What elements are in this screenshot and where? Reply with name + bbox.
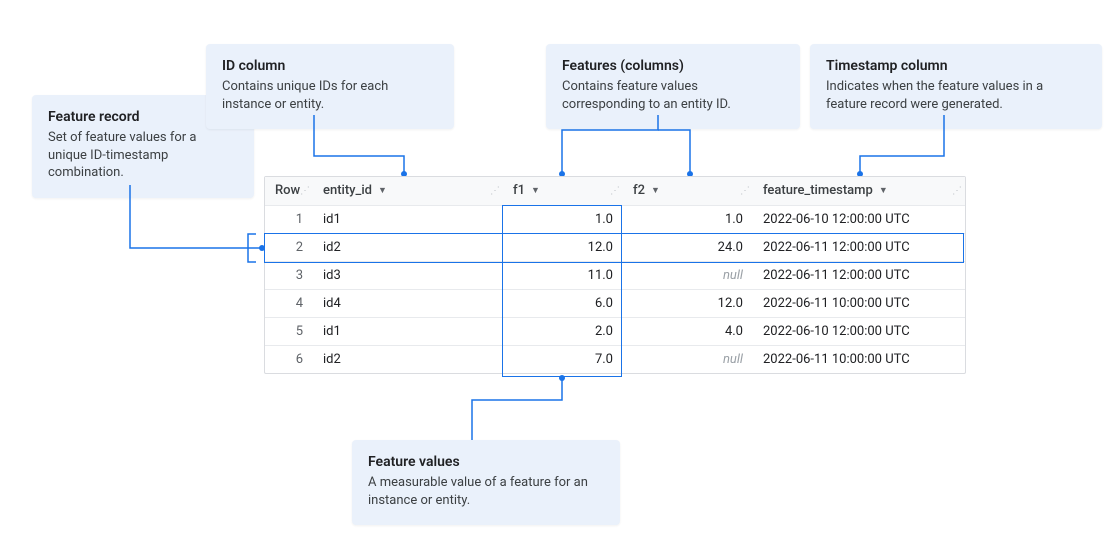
cell-ts: 2022-06-11 12:00:00 UTC [753,233,965,261]
column-label: entity_id [323,183,372,198]
callout-body: A measurable value of a feature for an i… [368,474,604,509]
cell-row: 3 [265,261,313,289]
callout-title: Timestamp column [826,58,1086,74]
cell-ts: 2022-06-11 10:00:00 UTC [753,345,965,373]
sort-caret-icon: ▼ [378,185,387,196]
cell-f1: 2.0 [503,317,623,345]
cell-eid: id1 [313,205,503,233]
callout-body: Indicates when the feature values in a f… [826,78,1086,113]
column-label: feature_timestamp [763,183,873,198]
cell-f2: 1.0 [623,205,753,233]
cell-f2: null [623,345,753,373]
sort-caret-icon: ▼ [879,185,888,196]
cell-ts: 2022-06-10 12:00:00 UTC [753,317,965,345]
callout-body: Contains unique IDs for each instance or… [222,78,438,113]
callout-body: Contains feature values corresponding to… [562,78,784,113]
sort-caret-icon: ▼ [651,185,660,196]
feature-table: Row⋰entity_id▼⋰f1▼⋰f2▼⋰feature_timestamp… [264,176,966,374]
cell-f2: 12.0 [623,289,753,317]
cell-f2: 4.0 [623,317,753,345]
callout-features-columns: Features (columns) Contains feature valu… [546,44,800,129]
table-row: 4id46.012.02022-06-11 10:00:00 UTC [265,289,965,317]
callout-body: Set of feature values for a unique ID-ti… [48,129,238,182]
cell-row: 2 [265,233,313,261]
resize-grip-icon[interactable]: ⋰ [610,185,619,196]
callout-title: Feature values [368,454,604,470]
column-header-eid[interactable]: entity_id ▼ ⋰ [313,177,503,205]
resize-grip-icon[interactable]: ⋰ [952,185,961,196]
resize-grip-icon[interactable]: ⋰ [300,185,309,196]
cell-eid: id4 [313,289,503,317]
column-label: Row [275,183,300,198]
column-label: f1 [513,183,525,198]
cell-f1: 6.0 [503,289,623,317]
table-row: 6id27.0null2022-06-11 10:00:00 UTC [265,345,965,373]
table-row: 5id12.04.02022-06-10 12:00:00 UTC [265,317,965,345]
cell-ts: 2022-06-11 10:00:00 UTC [753,289,965,317]
resize-grip-icon[interactable]: ⋰ [740,185,749,196]
cell-f1: 7.0 [503,345,623,373]
cell-row: 1 [265,205,313,233]
cell-row: 4 [265,289,313,317]
column-header-f2[interactable]: f2 ▼ ⋰ [623,177,753,205]
cell-eid: id2 [313,233,503,261]
column-label: f2 [633,183,645,198]
cell-f1: 11.0 [503,261,623,289]
table-row: 1id11.01.02022-06-10 12:00:00 UTC [265,205,965,233]
column-header-row: Row⋰ [265,177,313,205]
cell-eid: id1 [313,317,503,345]
callout-id-column: ID column Contains unique IDs for each i… [206,44,454,129]
cell-row: 6 [265,345,313,373]
cell-f2: 24.0 [623,233,753,261]
cell-ts: 2022-06-10 12:00:00 UTC [753,205,965,233]
column-header-ts[interactable]: feature_timestamp ▼ ⋰ [753,177,965,205]
callout-title: ID column [222,58,438,74]
cell-row: 5 [265,317,313,345]
cell-eid: id2 [313,345,503,373]
column-header-f1[interactable]: f1 ▼ ⋰ [503,177,623,205]
sort-caret-icon: ▼ [531,185,540,196]
callout-feature-values: Feature values A measurable value of a f… [352,440,620,525]
resize-grip-icon[interactable]: ⋰ [490,185,499,196]
table-row: 3id311.0null2022-06-11 12:00:00 UTC [265,261,965,289]
cell-eid: id3 [313,261,503,289]
cell-f2: null [623,261,753,289]
cell-f1: 12.0 [503,233,623,261]
table-row: 2id212.024.02022-06-11 12:00:00 UTC [265,233,965,261]
cell-f1: 1.0 [503,205,623,233]
cell-ts: 2022-06-11 12:00:00 UTC [753,261,965,289]
callout-title: Features (columns) [562,58,784,74]
callout-timestamp-column: Timestamp column Indicates when the feat… [810,44,1102,129]
